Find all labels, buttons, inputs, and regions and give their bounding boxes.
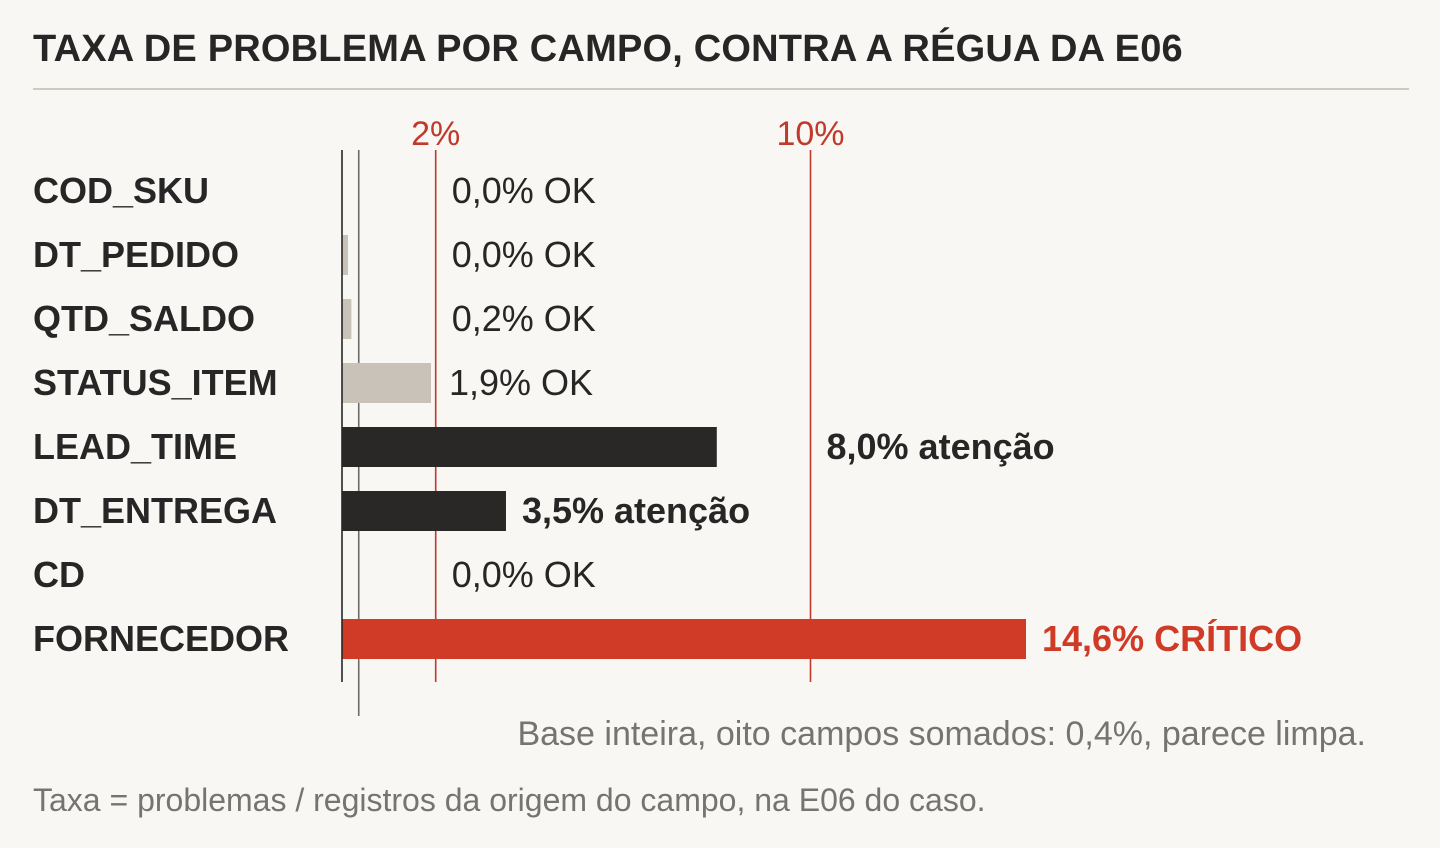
value-label: 3,5% atenção bbox=[522, 490, 750, 531]
title-divider bbox=[33, 88, 1409, 90]
bar bbox=[342, 491, 506, 531]
threshold-label: 2% bbox=[411, 115, 460, 153]
reference-label: Base inteira, oito campos somados: 0,4%,… bbox=[517, 715, 1366, 753]
category-label: QTD_SALDO bbox=[33, 298, 255, 339]
category-label: CD bbox=[33, 554, 85, 595]
value-label: 8,0% atenção bbox=[827, 426, 1055, 467]
chart-title: TAXA DE PROBLEMA POR CAMPO, CONTRA A RÉG… bbox=[33, 28, 1183, 70]
category-label: LEAD_TIME bbox=[33, 426, 237, 467]
category-label: COD_SKU bbox=[33, 170, 209, 211]
category-label: FORNECEDOR bbox=[33, 618, 289, 659]
value-label: 14,6% CRÍTICO bbox=[1042, 618, 1302, 659]
category-label: DT_ENTREGA bbox=[33, 490, 277, 531]
bar bbox=[342, 619, 1027, 659]
category-label: DT_PEDIDO bbox=[33, 234, 239, 275]
value-label: 1,9% OK bbox=[449, 362, 593, 403]
threshold-label: 10% bbox=[776, 115, 844, 153]
footnote: Taxa = problemas / registros da origem d… bbox=[33, 782, 986, 818]
bar-chart: 2% 10% Base inteira, oito campos somados: … bbox=[33, 115, 1366, 753]
value-label: 0,0% OK bbox=[452, 170, 596, 211]
bar bbox=[342, 299, 352, 339]
bar bbox=[342, 363, 432, 403]
value-label: 0,2% OK bbox=[452, 298, 596, 339]
bar bbox=[342, 427, 717, 467]
value-label: 0,0% OK bbox=[452, 234, 596, 275]
value-label: 0,0% OK bbox=[452, 554, 596, 595]
category-label: STATUS_ITEM bbox=[33, 362, 278, 403]
bar bbox=[342, 235, 348, 275]
